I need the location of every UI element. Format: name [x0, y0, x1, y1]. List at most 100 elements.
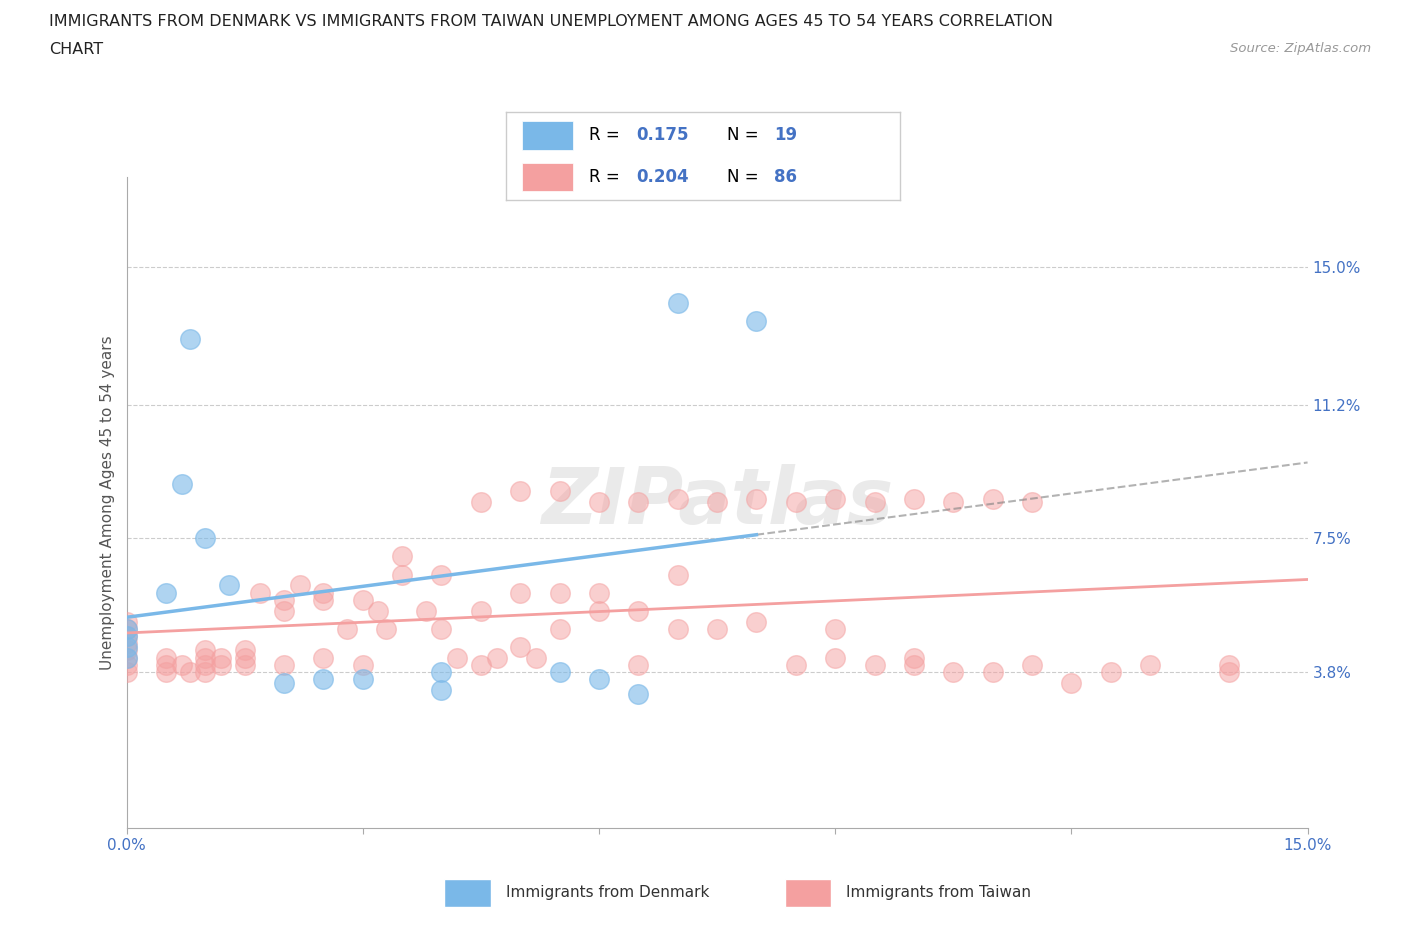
Point: [745, 491, 768, 506]
Point: [627, 604, 650, 618]
Text: CHART: CHART: [49, 42, 103, 57]
Point: [903, 650, 925, 665]
Point: [1099, 665, 1122, 680]
Point: [209, 658, 232, 672]
Point: [588, 495, 610, 510]
Point: [115, 621, 138, 636]
Point: [627, 495, 650, 510]
Point: [430, 665, 453, 680]
Point: [588, 604, 610, 618]
Text: Immigrants from Taiwan: Immigrants from Taiwan: [846, 885, 1032, 900]
Point: [470, 604, 492, 618]
Point: [509, 585, 531, 600]
Point: [627, 658, 650, 672]
Point: [209, 650, 232, 665]
Point: [273, 604, 295, 618]
Point: [1218, 658, 1240, 672]
Point: [194, 643, 217, 658]
Point: [273, 592, 295, 607]
Point: [1139, 658, 1161, 672]
Point: [745, 314, 768, 329]
Text: R =: R =: [589, 126, 624, 144]
Point: [666, 491, 689, 506]
Point: [194, 650, 217, 665]
Point: [1021, 658, 1043, 672]
Text: 0.204: 0.204: [636, 168, 689, 186]
Point: [273, 658, 295, 672]
Text: 0.175: 0.175: [636, 126, 689, 144]
Point: [312, 592, 335, 607]
Text: IMMIGRANTS FROM DENMARK VS IMMIGRANTS FROM TAIWAN UNEMPLOYMENT AMONG AGES 45 TO : IMMIGRANTS FROM DENMARK VS IMMIGRANTS FR…: [49, 14, 1053, 29]
Point: [548, 484, 571, 498]
Point: [233, 643, 256, 658]
Text: 86: 86: [773, 168, 797, 186]
Point: [179, 665, 201, 680]
Point: [233, 650, 256, 665]
Point: [446, 650, 468, 665]
Point: [352, 672, 374, 687]
Point: [824, 621, 846, 636]
Point: [863, 495, 886, 510]
Point: [115, 643, 138, 658]
Point: [430, 683, 453, 698]
Point: [981, 665, 1004, 680]
Point: [785, 658, 807, 672]
Y-axis label: Unemployment Among Ages 45 to 54 years: Unemployment Among Ages 45 to 54 years: [100, 335, 115, 670]
Point: [863, 658, 886, 672]
Point: [115, 640, 138, 655]
Point: [115, 658, 138, 672]
Point: [170, 477, 193, 492]
Point: [942, 665, 965, 680]
Point: [115, 636, 138, 651]
Point: [233, 658, 256, 672]
Point: [391, 567, 413, 582]
Point: [785, 495, 807, 510]
Point: [115, 650, 138, 665]
Point: [375, 621, 398, 636]
Point: [288, 578, 311, 592]
Point: [430, 621, 453, 636]
Point: [666, 621, 689, 636]
Point: [312, 672, 335, 687]
Point: [179, 332, 201, 347]
Point: [336, 621, 359, 636]
Point: [155, 585, 177, 600]
Point: [706, 621, 728, 636]
Point: [352, 658, 374, 672]
Point: [170, 658, 193, 672]
Text: ZIPatlas: ZIPatlas: [541, 464, 893, 540]
Point: [1060, 675, 1083, 690]
Point: [273, 675, 295, 690]
Point: [352, 592, 374, 607]
Point: [548, 665, 571, 680]
Point: [524, 650, 547, 665]
Bar: [522, 163, 574, 192]
Point: [194, 658, 217, 672]
Point: [981, 491, 1004, 506]
Text: N =: N =: [727, 126, 763, 144]
Point: [903, 658, 925, 672]
Point: [155, 665, 177, 680]
Point: [1021, 495, 1043, 510]
Point: [194, 531, 217, 546]
Point: [415, 604, 437, 618]
Point: [115, 650, 138, 665]
Point: [155, 658, 177, 672]
Point: [509, 484, 531, 498]
Point: [588, 585, 610, 600]
Text: R =: R =: [589, 168, 624, 186]
Point: [627, 686, 650, 701]
Point: [666, 296, 689, 311]
Point: [1218, 665, 1240, 680]
Point: [155, 650, 177, 665]
Point: [312, 650, 335, 665]
Point: [745, 614, 768, 629]
Text: Immigrants from Denmark: Immigrants from Denmark: [506, 885, 710, 900]
Point: [666, 567, 689, 582]
Bar: [785, 879, 831, 907]
Point: [588, 672, 610, 687]
Text: Source: ZipAtlas.com: Source: ZipAtlas.com: [1230, 42, 1371, 55]
Bar: [444, 879, 491, 907]
Point: [115, 629, 138, 644]
Point: [485, 650, 508, 665]
